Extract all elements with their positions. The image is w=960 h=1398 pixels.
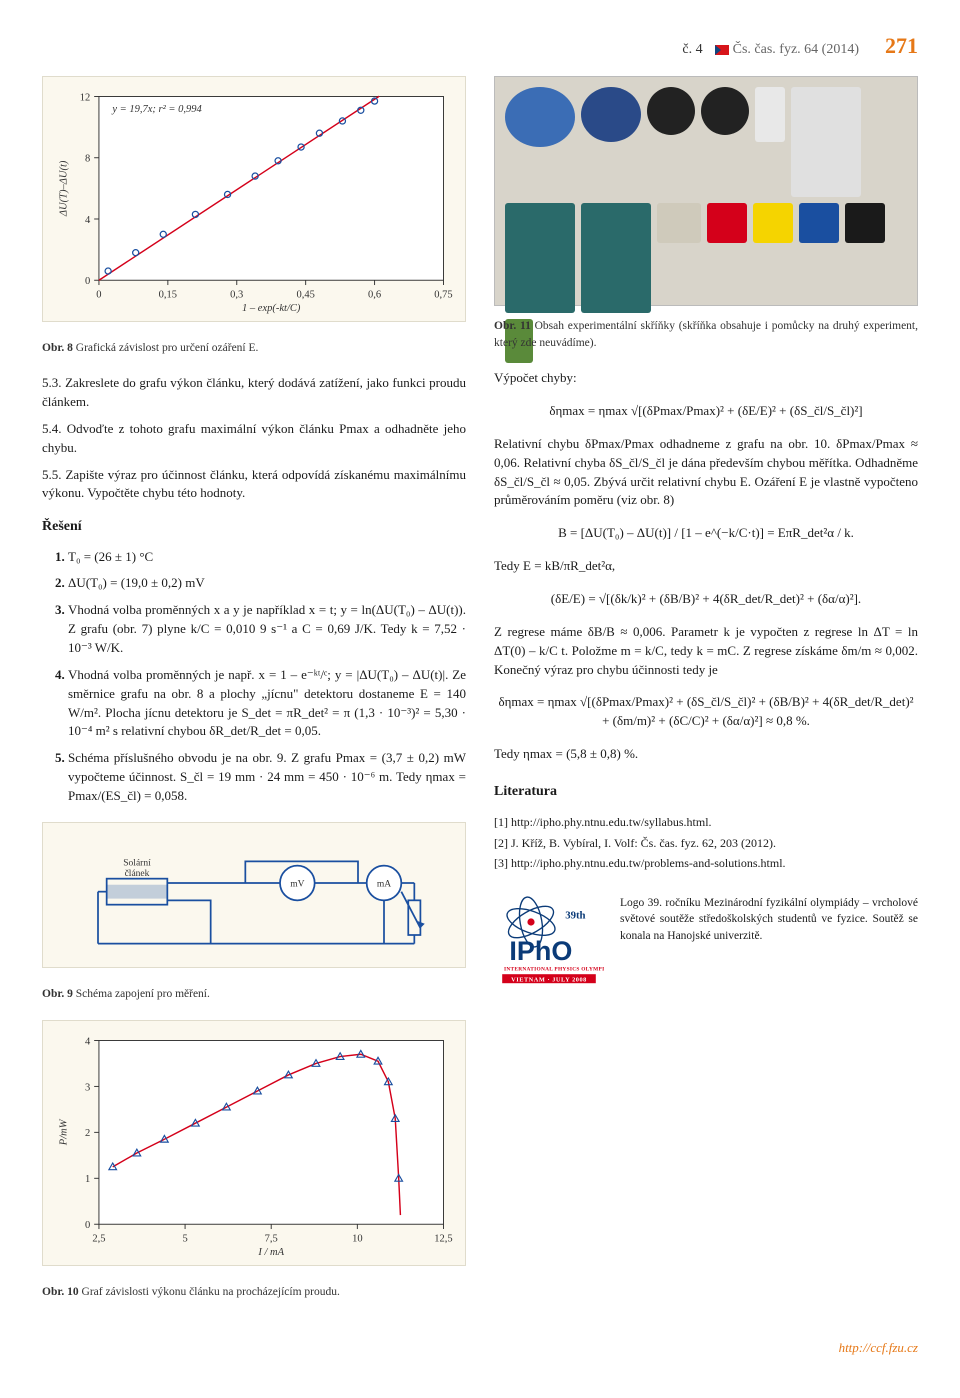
task-5-5: 5.5. Zapište výraz pro účinnost článku, … [42, 466, 466, 504]
figure-8: 0 0,15 0,3 0,45 0,6 0,75 0 4 8 12 1 – exp(-kt/C) ΔU… [42, 76, 466, 322]
lit-ref-2: [2] J. Kříž, B. Vybíral, I. Volf: Čs. ča… [494, 835, 918, 852]
svg-text:Solárníčlánek: Solárníčlánek [123, 858, 151, 878]
formula-2: B = [ΔU(T₀) – ΔU(t)] / [1 – e^(−k/C·t)] … [494, 524, 918, 543]
lit-ref-3: [3] http://ipho.phy.ntnu.edu.tw/problems… [494, 855, 918, 872]
svg-text:5: 5 [182, 1234, 187, 1245]
formula-1: δηmax = ηmax √[(δPmax/Pmax)² + (δE/E)² +… [494, 402, 918, 421]
svg-text:0,3: 0,3 [230, 289, 243, 300]
flag-icon [715, 45, 729, 55]
calc-intro: Výpočet chyby: [494, 369, 918, 388]
page-number: 271 [885, 30, 918, 62]
literature-heading: Literatura [494, 782, 918, 802]
svg-text:2: 2 [85, 1129, 90, 1140]
left-column: 00,150,30,450,60,75048121 – exp(-kt/C)ΔU… [42, 76, 466, 1311]
ipho-block: 39th IPhOINTERNATIONAL PHYSICS OLYMPIAD VI… [494, 895, 918, 985]
figure-11-caption: Obr. 11 Obsah experimentální skříňky (sk… [494, 318, 918, 351]
formula-3: (δE/E) = √[(δk/k)² + (δB/B)² + 4(δR_det/… [494, 590, 918, 609]
chart-10-svg: 2,5 5 7,5 10 12,5 0 1 2 3 4 I / mA P/mW [53, 1029, 455, 1259]
chart-8-svg: 0 0,15 0,3 0,45 0,6 0,75 0 4 8 12 1 – exp(-kt/C) ΔU… [53, 85, 455, 315]
page-header: č. 4 Čs. čas. fyz. 64 (2014) 271 [42, 30, 918, 62]
solution-item-4: Vhodná volba proměnných je např. x = 1 –… [68, 666, 466, 741]
svg-text:2,5: 2,5 [92, 1234, 105, 1245]
right-para-2: Relativní chybu δPmax/Pmax odhadneme z g… [494, 435, 918, 510]
svg-text:P/mW: P/mW [58, 1119, 69, 1147]
svg-text:0,75: 0,75 [434, 289, 452, 300]
svg-text:I / mA: I / mA [257, 1247, 284, 1258]
svg-text:4: 4 [85, 215, 91, 226]
solution-heading: Řešení [42, 517, 466, 537]
svg-text:mV: mV [290, 879, 304, 889]
svg-text:4: 4 [85, 1037, 91, 1048]
solution-item-3: Vhodná volba proměnných x a y je napříkl… [68, 601, 466, 658]
lit-ref-1: [1] http://ipho.phy.ntnu.edu.tw/syllabus… [494, 814, 918, 831]
svg-text:8: 8 [85, 153, 90, 164]
svg-text:IPhO: IPhO [509, 936, 572, 966]
right-para-5: Tedy ηmax = (5,8 ± 0,8) %. [494, 745, 918, 764]
svg-text:7,5: 7,5 [265, 1234, 278, 1245]
figure-10-caption: Obr. 10 Graf závislosti výkonu článku na… [42, 1284, 466, 1301]
svg-text:mA: mA [377, 879, 391, 889]
task-5-3: 5.3. Zakreslete do grafu výkon článku, k… [42, 374, 466, 412]
figure-9-caption: Obr. 9 Schéma zapojení pro měření. [42, 986, 466, 1003]
literature-list: [1] http://ipho.phy.ntnu.edu.tw/syllabus… [494, 814, 918, 875]
solution-item-2: ΔU(T₀) = (19,0 ± 0,2) mV [68, 574, 466, 593]
svg-text:3: 3 [85, 1083, 90, 1094]
svg-text:0,15: 0,15 [159, 289, 177, 300]
right-para-4: Z regrese máme δB/B ≈ 0,006. Parametr k … [494, 623, 918, 680]
solution-item-1: T₀ = (26 ± 1) °C [68, 548, 466, 567]
svg-text:1: 1 [85, 1175, 90, 1186]
figure-10: 2,5 5 7,5 10 12,5 0 1 2 3 4 I / mA P/mW [42, 1020, 466, 1266]
issue-number: č. 4 [682, 40, 702, 60]
svg-text:1 – exp(-kt/C): 1 – exp(-kt/C) [242, 303, 301, 314]
svg-text:39th: 39th [565, 910, 585, 922]
svg-text:0: 0 [96, 289, 101, 300]
footer-link[interactable]: http://ccf.fzu.cz [42, 1339, 918, 1358]
solution-item-5: Schéma příslušného obvodu je na obr. 9. … [68, 749, 466, 806]
svg-text:12,5: 12,5 [434, 1234, 452, 1245]
figure-8-caption: Obr. 8 Grafická závislost pro určení ozá… [42, 340, 466, 357]
figure-9: Solárníčlánek mV mA [42, 822, 466, 968]
svg-text:0: 0 [85, 1220, 90, 1231]
ipho-caption: Logo 39. ročníku Mezinárodní fyzikální o… [620, 895, 918, 943]
right-para-3: Tedy E = kB/πR_det²α, [494, 557, 918, 576]
svg-text:VIETNAM · JULY 2008: VIETNAM · JULY 2008 [511, 977, 587, 984]
svg-text:12: 12 [80, 92, 91, 103]
ipho-logo: 39th IPhOINTERNATIONAL PHYSICS OLYMPIAD VI… [494, 895, 604, 985]
svg-text:10: 10 [352, 1234, 363, 1245]
figure-11-photo [494, 76, 918, 306]
right-column: Obr. 11 Obsah experimentální skříňky (sk… [494, 76, 918, 1311]
solution-list: T₀ = (26 ± 1) °C ΔU(T₀) = (19,0 ± 0,2) m… [42, 548, 466, 814]
svg-text:0,45: 0,45 [296, 289, 314, 300]
formula-4: δηmax = ηmax √[(δPmax/Pmax)² + (δS_čl/S_… [494, 693, 918, 731]
circuit-svg: Solárníčlánek mV mA [53, 831, 455, 961]
svg-text:ΔU(T)–ΔU(t): ΔU(T)–ΔU(t) [58, 160, 69, 217]
svg-text:y = 19,7x; r² = 0,994: y = 19,7x; r² = 0,994 [111, 104, 202, 115]
svg-text:0,6: 0,6 [368, 289, 381, 300]
journal-ref: Čs. čas. fyz. 64 (2014) [715, 40, 859, 60]
task-5-4: 5.4. Odvoďte z tohoto grafu maximální vý… [42, 420, 466, 458]
svg-text:0: 0 [85, 276, 90, 287]
svg-text:INTERNATIONAL PHYSICS OLYMPIAD: INTERNATIONAL PHYSICS OLYMPIAD [504, 967, 604, 973]
